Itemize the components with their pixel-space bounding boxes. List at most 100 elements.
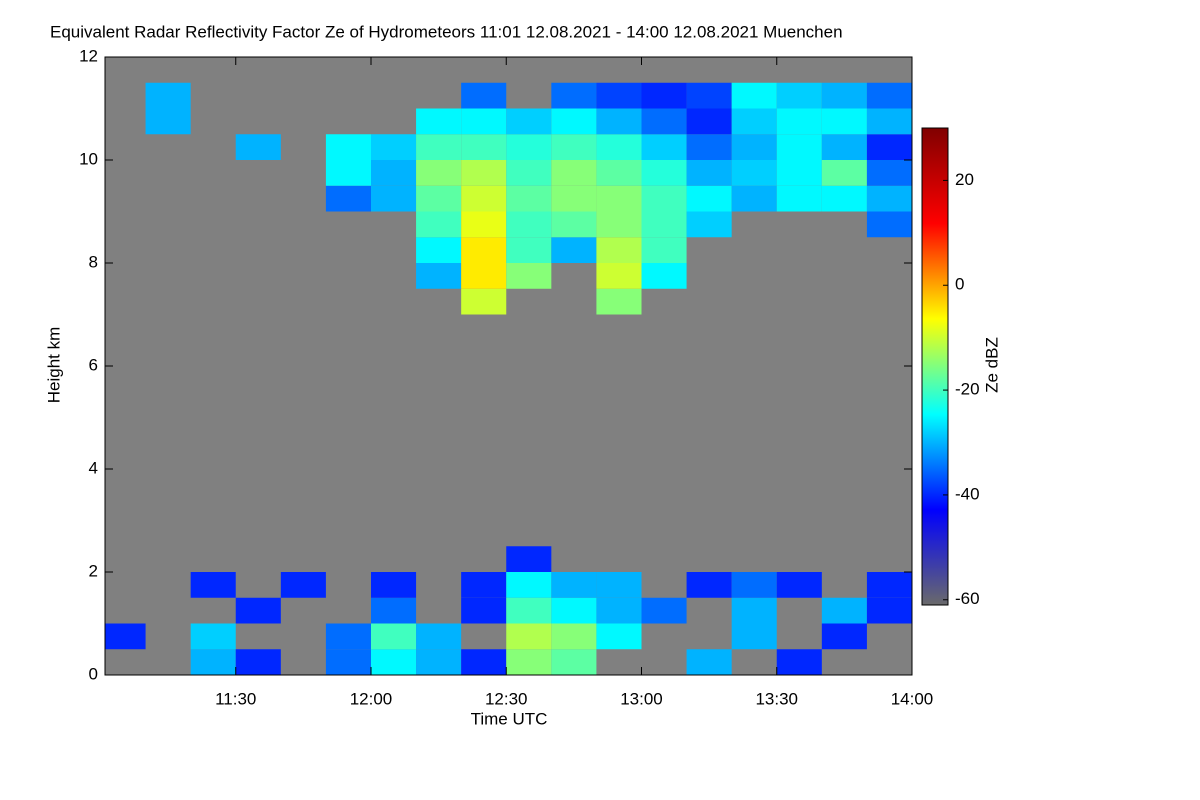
heatmap-cell	[731, 160, 777, 186]
heatmap-cell	[686, 82, 732, 109]
heatmap-cell	[325, 185, 371, 212]
heatmap-cell	[325, 160, 371, 186]
heatmap-cell	[416, 185, 462, 212]
colorbar-tick-label: -60	[955, 589, 980, 608]
heatmap-cell	[596, 597, 642, 624]
heatmap-cell	[506, 185, 552, 212]
heatmap-cell	[641, 160, 687, 186]
heatmap-cell	[506, 160, 552, 186]
heatmap-cell	[641, 108, 687, 135]
colorbar	[921, 127, 949, 606]
heatmap-cell	[731, 185, 777, 212]
colorbar-label: Ze dBZ	[982, 337, 1001, 393]
heatmap-cell	[686, 134, 732, 160]
heatmap-cell	[641, 237, 687, 263]
heatmap-cell	[866, 572, 912, 598]
y-tick-label: 2	[89, 561, 98, 580]
heatmap-cell	[596, 211, 642, 238]
heatmap-cell	[506, 134, 552, 160]
heatmap-cell	[596, 623, 642, 650]
heatmap-cell	[370, 185, 417, 212]
heatmap-cell	[461, 108, 507, 135]
x-tick-label: 14:00	[891, 689, 934, 708]
heatmap-cell	[641, 82, 687, 109]
heatmap-cell	[551, 134, 597, 160]
heatmap-cell	[641, 134, 687, 160]
heatmap-cell	[551, 597, 597, 624]
heatmap-cell	[551, 623, 597, 650]
y-tick-label: 12	[79, 46, 98, 65]
heatmap-cell	[596, 108, 642, 135]
heatmap-cell	[866, 160, 912, 186]
y-tick-label: 4	[89, 458, 98, 477]
heatmap-cell	[686, 649, 732, 675]
heatmap-cell	[506, 211, 552, 238]
colorbar-tick-label: -40	[955, 484, 980, 503]
heatmap-cell	[686, 211, 732, 238]
x-tick-label: 11:30	[215, 689, 256, 708]
y-tick-label: 10	[79, 149, 98, 168]
heatmap-cell	[821, 185, 867, 212]
heatmap-cell	[776, 649, 822, 675]
heatmap-cell	[731, 623, 777, 650]
heatmap-cell	[551, 649, 597, 675]
heatmap-cell	[731, 572, 777, 598]
heatmap-cell	[551, 185, 597, 212]
heatmap-cell	[461, 263, 507, 289]
heatmap-cell	[461, 572, 507, 598]
heatmap-cell	[325, 649, 371, 675]
heatmap-cell	[461, 288, 507, 315]
heatmap-cell	[461, 82, 507, 109]
heatmap-cell	[416, 160, 462, 186]
heatmap-cell	[551, 237, 597, 263]
heatmap-cell	[551, 211, 597, 238]
chart-title: Equivalent Radar Reflectivity Factor Ze …	[50, 22, 843, 41]
heatmap-cell	[866, 185, 912, 212]
heatmap-cell	[596, 134, 642, 160]
heatmap-cell	[416, 237, 462, 263]
heatmap-cell	[731, 108, 777, 135]
heatmap-cell	[461, 237, 507, 263]
heatmap-cell	[551, 572, 597, 598]
y-tick-label: 0	[89, 664, 98, 683]
heatmap-cell	[280, 572, 326, 598]
heatmap-cell	[731, 597, 777, 624]
heatmap-cell	[596, 572, 642, 598]
heatmap-cell	[551, 160, 597, 186]
heatmap-cell	[506, 623, 552, 650]
heatmap-cell	[641, 185, 687, 212]
y-tick-label: 8	[89, 252, 98, 271]
heatmap-cell	[416, 134, 462, 160]
heatmap-cell	[866, 597, 912, 624]
heatmap-cell	[506, 108, 552, 135]
heatmap-cell	[596, 160, 642, 186]
heatmap-cell	[461, 597, 507, 624]
heatmap-cell	[145, 108, 191, 135]
heatmap-cell	[821, 82, 867, 109]
heatmap-cell	[596, 185, 642, 212]
heatmap-cell	[776, 160, 822, 186]
heatmap-cell	[686, 160, 732, 186]
heatmap-cells	[105, 82, 912, 675]
heatmap-cell	[866, 82, 912, 109]
heatmap-cell	[731, 134, 777, 160]
x-axis-label: Time UTC	[471, 709, 548, 728]
heatmap-cell	[370, 597, 417, 624]
heatmap-cell	[641, 597, 687, 624]
heatmap-cell	[686, 572, 732, 598]
heatmap-cell	[461, 160, 507, 186]
heatmap-cell	[821, 160, 867, 186]
heatmap-cell	[416, 108, 462, 135]
heatmap-cell	[776, 134, 822, 160]
x-tick-label: 13:00	[620, 689, 663, 708]
heatmap-cell	[596, 263, 642, 289]
heatmap-cell	[145, 82, 191, 109]
colorbar-tick-label: 0	[955, 275, 964, 294]
heatmap-cell	[370, 649, 417, 675]
heatmap-cell	[776, 185, 822, 212]
heatmap-cell	[821, 597, 867, 624]
heatmap-cell	[551, 108, 597, 135]
heatmap-cell	[416, 211, 462, 238]
heatmap-cell	[866, 211, 912, 238]
heatmap-cell	[370, 572, 417, 598]
